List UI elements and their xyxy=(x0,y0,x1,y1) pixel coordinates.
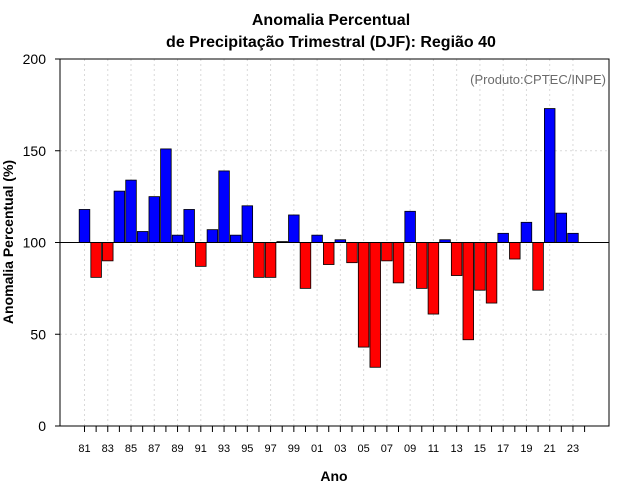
y-tick-label: 50 xyxy=(30,326,46,342)
bar-01 xyxy=(311,234,323,243)
bar-14 xyxy=(462,242,474,341)
chart-title: Anomalia Percentual xyxy=(252,12,410,29)
bar-17 xyxy=(497,232,509,243)
bar-85 xyxy=(125,179,137,243)
bar-92 xyxy=(206,229,219,243)
x-axis-label: Ano xyxy=(320,468,347,484)
bar-99 xyxy=(288,214,300,243)
bar-05 xyxy=(357,242,370,348)
bar-11 xyxy=(427,242,440,315)
bar-95 xyxy=(241,205,254,243)
bar-88 xyxy=(160,148,172,243)
bar-22 xyxy=(555,212,568,243)
bar-83 xyxy=(102,242,114,262)
bar-91 xyxy=(195,242,207,267)
bar-08 xyxy=(392,242,405,284)
bar-10 xyxy=(416,242,428,289)
gridlines xyxy=(60,58,609,427)
y-tick-label: 150 xyxy=(23,143,47,159)
bar-00 xyxy=(299,242,312,289)
y-tick-label: 100 xyxy=(23,235,47,251)
bar-87 xyxy=(148,196,160,243)
bar-21 xyxy=(544,108,556,243)
x-tick-label: 85 xyxy=(125,443,137,455)
bar-18 xyxy=(509,242,521,260)
bar-82 xyxy=(90,242,102,278)
x-tick-label: 91 xyxy=(195,443,207,455)
x-tick-label: 87 xyxy=(148,443,160,455)
x-tick-label: 95 xyxy=(241,443,253,455)
credit-label: (Produto:CPTEC/INPE) xyxy=(470,72,606,87)
bar-09 xyxy=(404,210,416,243)
bar-93 xyxy=(218,170,230,243)
bar-90 xyxy=(183,209,195,243)
bar-20 xyxy=(532,242,544,291)
bar-13 xyxy=(450,242,463,276)
bar-19 xyxy=(520,221,533,243)
y-tick-label: 0 xyxy=(38,418,46,434)
chart-subtitle: de Precipitação Trimestral (DJF): Região… xyxy=(166,34,496,51)
x-tick-label: 07 xyxy=(381,443,393,455)
x-tick-label: 17 xyxy=(497,443,509,455)
x-tick-label: 13 xyxy=(451,443,463,455)
bar-16 xyxy=(485,242,498,304)
x-tick-label: 03 xyxy=(334,443,346,455)
x-tick-label: 21 xyxy=(544,443,556,455)
bar-89 xyxy=(171,234,184,243)
y-axis-label: Anomalia Percentual (%) xyxy=(0,160,16,324)
y-tick-label: 200 xyxy=(23,51,47,67)
bar-04 xyxy=(346,242,358,264)
bar-81 xyxy=(78,209,91,243)
x-tick-label: 11 xyxy=(428,443,439,455)
x-tick-label: 81 xyxy=(78,443,90,455)
bar-15 xyxy=(474,242,486,291)
x-tick-label: 15 xyxy=(474,443,486,455)
x-tick-label: 93 xyxy=(218,443,230,455)
bar-97 xyxy=(264,242,277,278)
x-tick-label: 97 xyxy=(264,443,276,455)
x-tick-label: 01 xyxy=(311,443,323,455)
axes: 0 50 100 150 200 81 83 85 87 89 91 93 95 97 99 01 03 05 07… xyxy=(23,51,610,455)
bar-94 xyxy=(229,234,242,243)
x-tick-label: 23 xyxy=(567,443,579,455)
x-tick-label: 09 xyxy=(404,443,416,455)
x-tick-label: 19 xyxy=(520,443,532,455)
x-tick-label: 83 xyxy=(102,443,114,455)
bars xyxy=(78,108,579,368)
bar-23 xyxy=(567,232,579,243)
bar-06 xyxy=(369,242,381,368)
bar-07 xyxy=(381,242,393,262)
x-tick-label: 99 xyxy=(288,443,300,455)
bar-86 xyxy=(136,231,149,243)
bar-02 xyxy=(323,242,335,265)
x-tick-label: 89 xyxy=(171,443,183,455)
x-tick-label: 05 xyxy=(357,443,369,455)
bar-96 xyxy=(253,242,265,278)
bar-84 xyxy=(113,190,126,243)
